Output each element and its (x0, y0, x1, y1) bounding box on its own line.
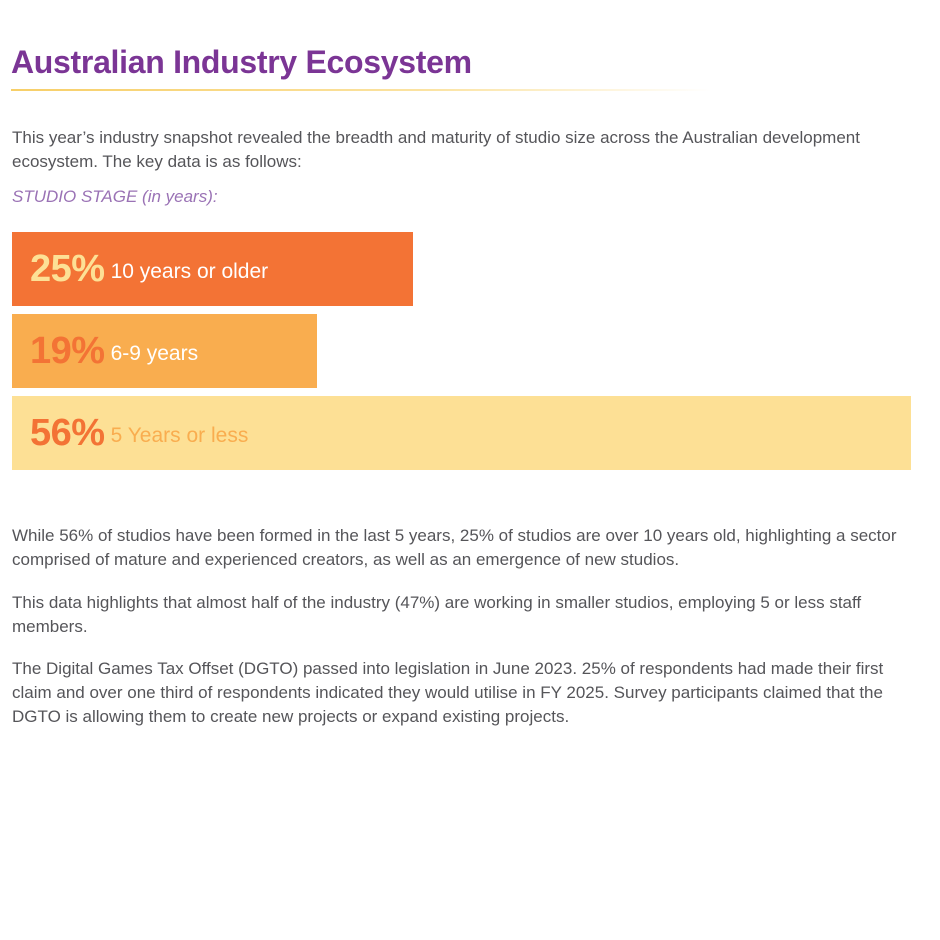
bar-0: 25% 10 years or older (12, 232, 413, 306)
bar-1: 19% 6-9 years (12, 314, 317, 388)
page-title: Australian Industry Ecosystem (11, 44, 472, 80)
body-paragraph-3: The Digital Games Tax Offset (DGTO) pass… (12, 659, 884, 726)
studio-stage-label: STUDIO STAGE (in years): (12, 187, 218, 206)
intro-paragraph: This year’s industry snapshot revealed t… (12, 128, 860, 171)
bar-category-label: 5 Years or less (110, 424, 249, 447)
bar-category-label: 10 years or older (110, 260, 269, 283)
body-paragraph-2: This data highlights that almost half of… (12, 593, 862, 636)
bar-value-label: 19% (30, 329, 105, 372)
bar-value-label: 56% (30, 411, 105, 454)
studio-stage-chart: 25% 10 years or older 19% 6-9 years 56% 5 Yea… (12, 232, 912, 470)
body-paragraph-1: While 56% of studios have been formed in… (12, 526, 897, 569)
bar-value-label: 25% (30, 247, 105, 290)
bar-2: 56% 5 Years or less (12, 396, 911, 470)
title-underline (11, 89, 711, 91)
bar-category-label: 6-9 years (110, 342, 199, 365)
